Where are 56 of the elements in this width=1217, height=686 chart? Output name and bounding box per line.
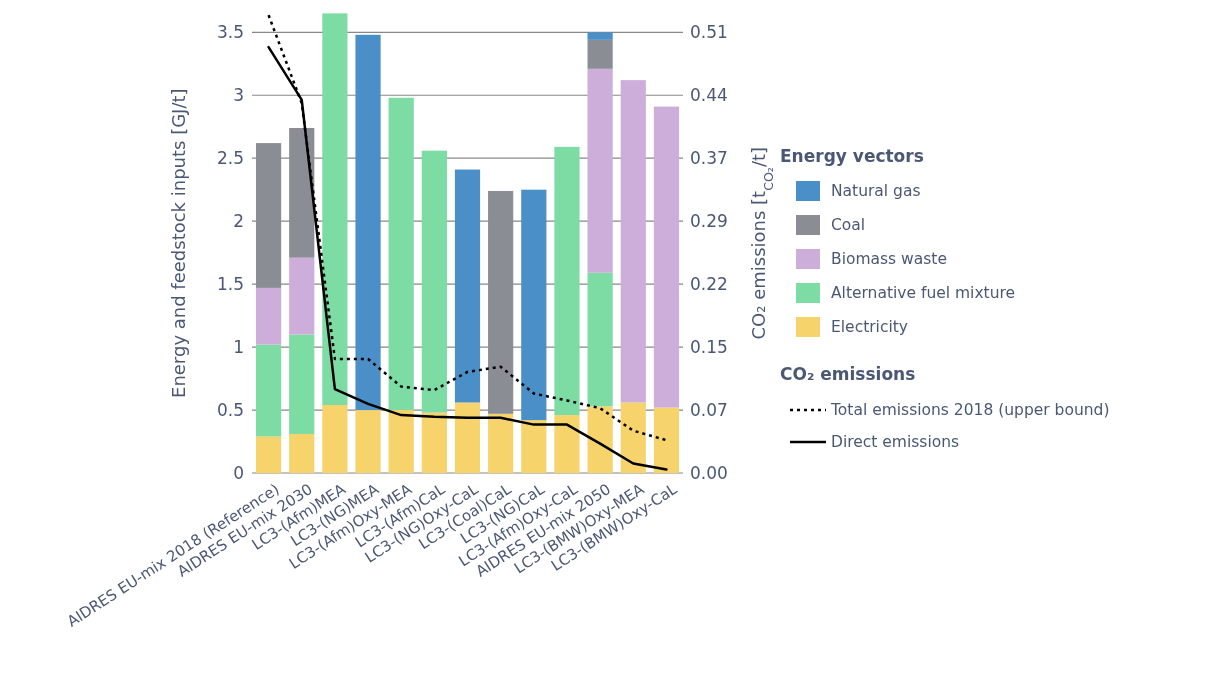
bar	[289, 257, 315, 335]
y-tick-label: 2.5	[216, 148, 244, 169]
y2-tick-label: 0.00	[690, 462, 728, 483]
bar	[255, 287, 282, 345]
bar	[587, 32, 613, 40]
bar	[554, 415, 580, 473]
legend-label: Total emissions 2018 (upper bound)	[830, 401, 1110, 419]
bar	[587, 39, 613, 69]
y2-tick-label: 0.44	[690, 85, 728, 106]
bar	[255, 436, 282, 473]
y2-tick-label: 0.29	[690, 211, 728, 232]
bar	[289, 433, 315, 473]
bar	[587, 272, 613, 407]
bar	[587, 68, 613, 273]
text: CO₂ emissions	[780, 364, 916, 384]
bar	[289, 334, 315, 434]
bar	[255, 344, 282, 437]
bar	[488, 413, 514, 473]
legend-label: Direct emissions	[831, 433, 960, 451]
bar	[322, 13, 348, 405]
legend-label: Coal	[831, 216, 866, 234]
bar	[620, 402, 646, 473]
bar	[322, 405, 348, 473]
y2-tick-label: 0.22	[690, 274, 728, 295]
bar	[521, 420, 547, 473]
bar	[653, 407, 680, 473]
y-tick-label: 1	[233, 337, 244, 358]
bar	[653, 106, 680, 408]
y2-tick-label: 0.07	[690, 399, 728, 420]
y2-tick-label: 0.51	[690, 22, 728, 43]
bar	[355, 410, 381, 473]
legend-label: Biomass waste	[831, 250, 947, 268]
bar	[421, 150, 447, 413]
y-tick-label: 3	[233, 85, 244, 106]
y-tick-label: 1.5	[216, 274, 244, 295]
bar	[587, 406, 613, 473]
y-axis-title: Energy and feedstock inputs [GJ/t]	[168, 88, 189, 398]
bar	[388, 97, 414, 411]
bar	[388, 410, 414, 473]
y-tick-label: 3.5	[216, 22, 244, 43]
y2-tick-label: 0.37	[690, 147, 728, 168]
bar	[521, 189, 547, 421]
bar	[620, 80, 646, 403]
y2-tick-label: 0.15	[690, 337, 728, 358]
y-tick-label: 0	[233, 462, 244, 483]
bar	[454, 169, 481, 403]
legend-label: Electricity	[831, 318, 908, 336]
legend-label: Natural gas	[831, 182, 921, 200]
bar	[355, 34, 381, 411]
legend-label: Alternative fuel mixture	[831, 284, 1016, 302]
legend-title: Energy vectors	[780, 146, 924, 166]
y-tick-label: 0.5	[216, 399, 244, 420]
bar	[554, 146, 580, 416]
y-tick-label: 2	[233, 211, 244, 232]
bar	[454, 402, 481, 473]
bar	[421, 412, 447, 473]
